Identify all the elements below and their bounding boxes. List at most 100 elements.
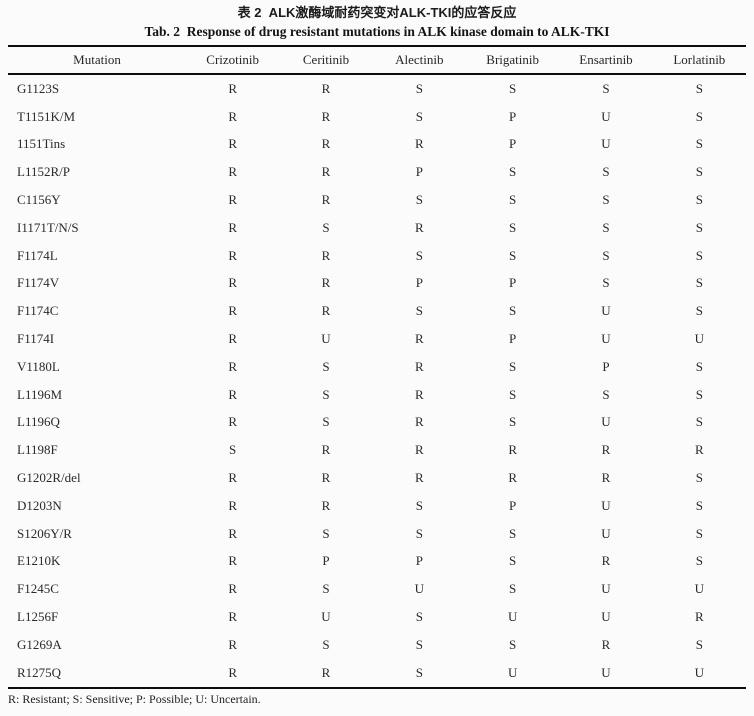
response-cell: S <box>602 219 610 235</box>
response-cell: S <box>415 609 423 625</box>
response-cell: P <box>415 275 423 291</box>
response-cell: R <box>228 192 237 208</box>
response-cell: R <box>321 442 331 458</box>
table-body: G1123S R R S S S S T1151K/M R R S P U S 1151Tins R R R P U S… <box>8 74 746 688</box>
response-cell: S <box>695 414 703 430</box>
table-row: L1196Q R S R S U S <box>8 409 746 437</box>
table-row: R1275Q R R S U U U <box>8 659 746 688</box>
response-cell: S <box>322 636 330 652</box>
column-header-mutation: Mutation <box>73 52 121 67</box>
response-cell: P <box>415 164 423 180</box>
table-row: 1151Tins R R R P U S <box>8 131 746 159</box>
response-cell: R <box>228 303 237 319</box>
response-cell: S <box>602 164 610 180</box>
response-cell: R <box>321 497 331 513</box>
response-cell: S <box>415 247 423 263</box>
table-row: L1198F S R R R R R <box>8 436 746 464</box>
response-cell: S <box>509 358 517 374</box>
response-cell: P <box>415 553 423 569</box>
response-cell: R <box>321 108 331 124</box>
response-cell: R <box>228 497 237 513</box>
response-cell: U <box>601 525 611 541</box>
response-cell: R <box>321 303 331 319</box>
response-cell: S <box>602 247 610 263</box>
response-cell: P <box>509 497 517 513</box>
response-cell: S <box>695 358 703 374</box>
mutation-cell: D1203N <box>17 497 62 513</box>
response-cell: S <box>602 192 610 208</box>
response-cell: R <box>228 108 237 124</box>
response-cell: S <box>509 386 517 402</box>
column-header-alectinib: Alectinib <box>395 52 444 67</box>
mutation-cell: T1151K/M <box>17 108 76 124</box>
response-cell: R <box>414 470 424 486</box>
mutation-cell: L1152R/P <box>17 164 70 180</box>
response-cell: U <box>414 581 425 597</box>
response-cell: R <box>228 609 237 625</box>
response-cell: S <box>509 581 517 597</box>
response-cell: S <box>322 581 330 597</box>
response-cell: R <box>414 331 424 347</box>
response-cell: S <box>695 275 703 291</box>
response-cell: R <box>601 442 611 458</box>
column-header-ensartinib: Ensartinib <box>579 52 633 67</box>
response-cell: S <box>695 219 703 235</box>
table-row: G1202R/del R R R R R S <box>8 464 746 492</box>
response-cell: S <box>509 192 517 208</box>
response-cell: S <box>695 164 703 180</box>
response-cell: U <box>601 414 611 430</box>
table-row: L1196M R S R S S S <box>8 381 746 409</box>
response-cell: R <box>601 470 611 486</box>
response-cell: U <box>601 664 611 680</box>
response-cell: U <box>601 581 611 597</box>
response-cell: R <box>601 553 611 569</box>
response-cell: R <box>601 636 611 652</box>
table-footnote: R: Resistant; S: Sensitive; P: Possible;… <box>8 691 261 706</box>
response-cell: S <box>602 80 610 96</box>
response-cell: S <box>695 386 703 402</box>
table-row: F1174I R U R P U U <box>8 325 746 353</box>
response-cell: U <box>601 108 611 124</box>
response-cell: R <box>414 358 424 374</box>
response-cell: S <box>695 303 703 319</box>
mutation-cell: S1206Y/R <box>17 525 72 541</box>
response-cell: S <box>695 247 703 263</box>
response-cell: S <box>415 108 423 124</box>
response-cell: S <box>229 442 237 458</box>
mutation-cell: G1123S <box>17 80 60 96</box>
table-row: T1151K/M R R S P U S <box>8 103 746 131</box>
table-caption-en: Tab. 2 Response of drug resistant mutati… <box>144 24 610 39</box>
response-cell: R <box>228 275 237 291</box>
table-row: F1174L R R S S S S <box>8 242 746 270</box>
table-row: I1171T/N/S R S R S S S <box>8 214 746 242</box>
column-header-crizotinib: Crizotinib <box>206 52 260 67</box>
mutation-cell: F1245C <box>17 581 59 597</box>
mutation-cell: G1269A <box>17 636 62 652</box>
response-cell: R <box>228 386 237 402</box>
response-cell: U <box>694 664 705 680</box>
response-cell: U <box>601 497 611 513</box>
response-cell: S <box>509 553 517 569</box>
response-cell: S <box>695 525 703 541</box>
response-cell: S <box>509 414 517 430</box>
response-cell: R <box>414 386 424 402</box>
table-row: F1245C R S U S U U <box>8 575 746 603</box>
response-cell: S <box>322 386 330 402</box>
table-row: C1156Y R R S S S S <box>8 186 746 214</box>
table-row: F1174C R R S S U S <box>8 297 746 325</box>
response-cell: S <box>695 80 703 96</box>
response-cell: S <box>509 636 517 652</box>
mutation-cell: R1275Q <box>17 664 62 680</box>
mutation-cell: F1174I <box>17 331 55 347</box>
response-cell: U <box>694 331 705 347</box>
response-cell: R <box>321 470 331 486</box>
response-cell: P <box>509 108 517 124</box>
response-cell: R <box>414 442 424 458</box>
table-row: D1203N R R S P U S <box>8 492 746 520</box>
response-cell: S <box>415 303 423 319</box>
mutation-cell: G1202R/del <box>17 470 81 486</box>
table-row: G1123S R R S S S S <box>8 74 746 103</box>
response-cell: R <box>321 275 331 291</box>
response-cell: R <box>228 247 237 263</box>
response-cell: S <box>322 358 330 374</box>
